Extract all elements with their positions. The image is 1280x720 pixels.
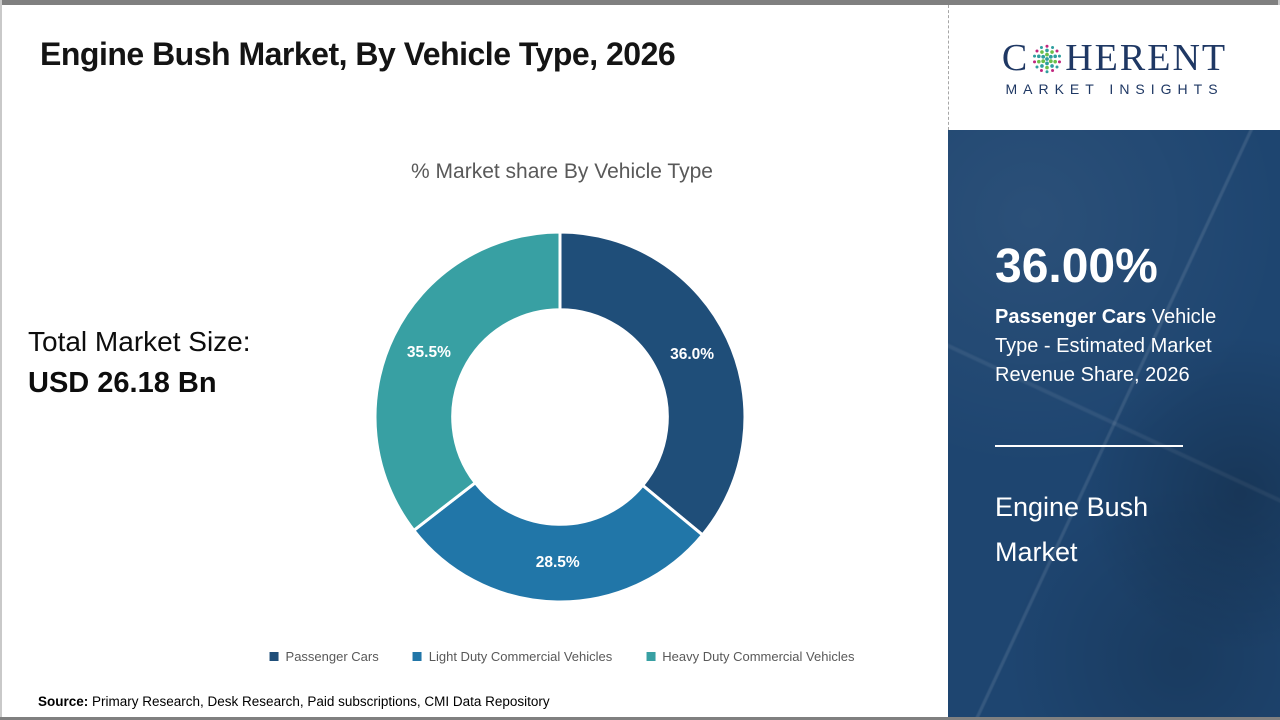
- source-label: Source:: [38, 694, 89, 709]
- left-border: [0, 0, 2, 720]
- donut-segment-0: [558, 230, 747, 538]
- panel-divider-line: [995, 445, 1183, 447]
- donut-segment-1: [411, 480, 705, 604]
- highlight-stat-description-rest: Vehicle Type - Estimated Market Revenue …: [995, 306, 1217, 386]
- top-border-bar: [0, 0, 1280, 5]
- source-text: Primary Research, Desk Research, Paid su…: [88, 694, 550, 709]
- total-market-size-label: Total Market Size:: [28, 326, 251, 357]
- legend-label: Light Duty Commercial Vehicles: [428, 649, 613, 664]
- legend-label: Passenger Cars: [285, 649, 379, 664]
- chart-legend: Passenger Cars Light Duty Commercial Veh…: [269, 649, 854, 664]
- legend-item-heavy-duty: Heavy Duty Commercial Vehicles: [646, 649, 854, 664]
- donut-data-label: 36.0%: [670, 346, 714, 363]
- right-border: [1278, 0, 1280, 720]
- dotted-globe-icon: [1033, 44, 1062, 73]
- page-title: Engine Bush Market, By Vehicle Type, 202…: [40, 36, 676, 72]
- brand-tagline: MARKET INSIGHTS: [1005, 80, 1224, 97]
- legend-label: Heavy Duty Commercial Vehicles: [662, 649, 855, 664]
- chart-title: % Market share By Vehicle Type: [411, 160, 713, 183]
- highlight-stat-value: 36.00%: [995, 240, 1158, 293]
- highlight-segment-name: Passenger Cars: [995, 306, 1147, 328]
- brand-suffix: HERENT: [1065, 36, 1228, 79]
- legend-item-passenger-cars: Passenger Cars: [269, 649, 379, 664]
- legend-item-light-duty: Light Duty Commercial Vehicles: [412, 649, 613, 664]
- brand-wordmark: C HERENT: [1002, 39, 1227, 77]
- donut-data-label: 28.5%: [536, 554, 580, 571]
- donut-data-label: 35.5%: [407, 344, 451, 361]
- legend-swatch-heavy-duty: [646, 652, 656, 661]
- highlight-panel: 36.00% Passenger Cars Vehicle Type - Est…: [948, 130, 1280, 717]
- brand-prefix: C: [1001, 36, 1030, 79]
- bottom-border-bar: [0, 717, 1280, 720]
- donut-segment-2: [373, 230, 562, 533]
- donut-chart-svg: 36.0% 28.5% 35.5%: [373, 230, 747, 604]
- legend-swatch-passenger-cars: [269, 652, 279, 661]
- highlight-stat-description: Passenger Cars Vehicle Type - Estimated …: [995, 303, 1245, 390]
- legend-swatch-light-duty: [412, 652, 422, 661]
- total-market-size-value: USD 26.18 Bn: [28, 367, 217, 399]
- brand-logo: C HERENT MARKET INSIGHTS: [948, 5, 1280, 130]
- right-sidebar: C HERENT MARKET INSIGHTS 36.00% Passenge…: [948, 5, 1280, 717]
- source-note: Source: Primary Research, Desk Research,…: [38, 694, 550, 709]
- report-market-name: Engine Bush Market: [995, 492, 1149, 568]
- total-market-size-block: Total Market Size: USD 26.18 Bn: [28, 326, 251, 400]
- donut-chart: 36.0% 28.5% 35.5%: [370, 227, 750, 607]
